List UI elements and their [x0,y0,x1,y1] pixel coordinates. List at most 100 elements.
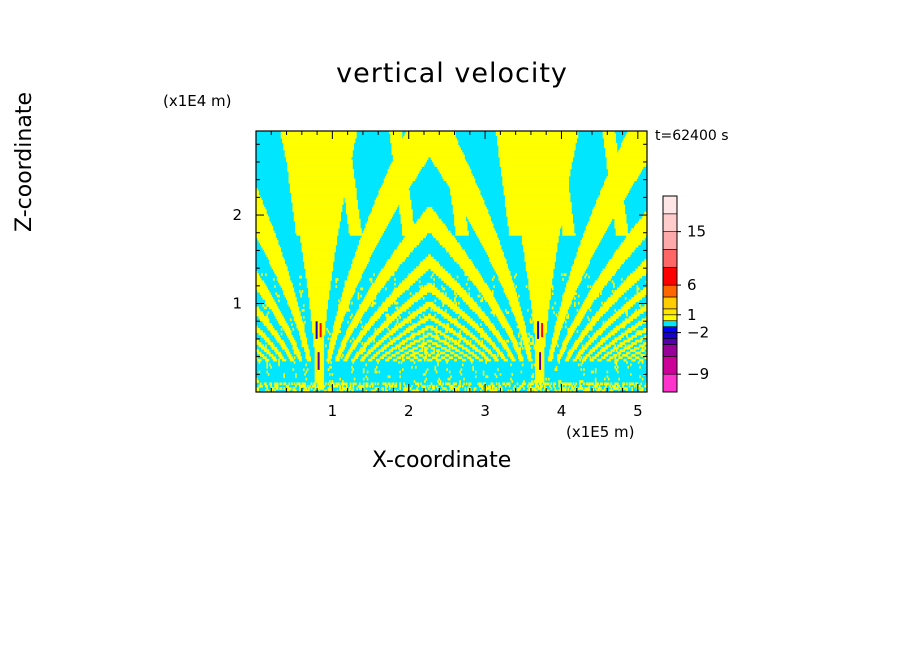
field-positive-cell [438,323,446,326]
field-positive-cell [296,323,305,326]
field-positive-cell [614,344,617,348]
updraft-core-mark [315,321,318,339]
field-positive-cell [607,318,617,322]
field-positive-cell [418,289,441,293]
field-positive-cell [325,382,327,386]
field-positive-cell [474,311,485,314]
field-positive-cell [371,282,386,286]
field-positive-cell [637,308,648,312]
field-positive-cell [550,346,555,350]
field-positive-cell [266,387,269,390]
field-positive-cell [259,382,262,386]
field-positive-cell [468,351,474,355]
field-positive-cell [446,323,450,326]
field-positive-cell [490,306,501,310]
colorbar-tick-label: 1 [687,306,697,324]
field-positive-cell [534,339,546,343]
field-positive-cell [620,242,641,246]
field-positive-cell [430,389,433,393]
field-positive-cell [603,382,610,386]
field-positive-cell [577,294,580,298]
field-positive-cell [551,292,554,296]
field-positive-cell [289,358,295,362]
field-positive-cell [454,387,460,390]
field-positive-cell [403,318,412,322]
field-positive-cell [624,297,627,300]
field-positive-cell [433,282,435,286]
field-positive-cell [491,278,494,281]
field-positive-cell [339,387,342,390]
field-positive-cell [296,354,301,357]
field-positive-cell [335,316,344,319]
field-positive-cell [597,351,602,355]
field-positive-cell [351,266,366,269]
field-positive-cell [618,389,620,393]
field-positive-cell [345,209,360,212]
field-positive-cell [435,325,438,329]
field-positive-cell [374,327,377,331]
field-positive-cell [516,320,525,324]
field-positive-cell [567,330,575,333]
field-positive-cell [554,325,563,329]
field-positive-cell [614,382,619,386]
field-positive-cell [351,365,353,369]
field-positive-cell [391,313,400,317]
field-positive-cell [426,339,433,343]
field-positive-cell [597,387,602,390]
field-positive-cell [360,346,366,350]
field-positive-cell [413,380,416,383]
field-positive-cell [263,306,267,310]
field-positive-cell [381,323,390,326]
field-positive-cell [507,332,514,336]
field-positive-cell [398,346,400,350]
field-positive-cell [275,387,279,390]
field-positive-cell [511,380,514,383]
field-positive-cell [335,278,339,281]
field-positive-cell [336,313,345,317]
field-positive-cell [257,237,278,241]
field-positive-cell [644,304,648,307]
field-positive-cell [365,382,369,386]
field-positive-cell [527,354,532,357]
field-positive-cell [502,180,570,184]
field-positive-cell [377,275,391,279]
field-positive-cell [358,332,366,336]
field-positive-cell [455,228,468,231]
field-positive-cell [279,282,293,286]
field-positive-cell [283,373,285,376]
field-positive-cell [463,339,469,343]
field-positive-cell [603,387,606,390]
field-positive-cell [498,382,501,386]
field-positive-cell [469,344,476,348]
field-positive-cell [278,354,283,357]
field-positive-cell [623,138,648,141]
y-tick-label: 2 [232,206,242,224]
field-positive-cell [444,382,451,386]
field-positive-cell [444,330,448,333]
field-positive-cell [474,356,480,360]
field-positive-cell [370,285,385,288]
field-positive-cell [398,285,411,288]
field-positive-cell [424,389,428,393]
field-positive-cell [600,306,610,310]
field-positive-cell [256,218,270,222]
field-positive-cell [328,373,331,376]
field-positive-cell [644,335,648,338]
field-positive-cell [533,363,545,367]
field-positive-cell [579,244,598,248]
field-positive-cell [338,351,343,355]
field-positive-cell [525,266,555,269]
field-positive-cell [287,354,292,357]
field-positive-cell [567,351,574,355]
field-positive-cell [396,320,399,324]
field-positive-cell [256,225,274,229]
field-positive-cell [519,327,527,331]
field-positive-cell [624,330,632,333]
field-positive-cell [575,382,577,386]
field-positive-cell [463,377,465,381]
field-positive-cell [360,287,364,291]
field-positive-cell [534,335,546,338]
field-positive-cell [517,354,523,357]
field-positive-cell [301,247,336,250]
field-positive-cell [577,311,587,314]
